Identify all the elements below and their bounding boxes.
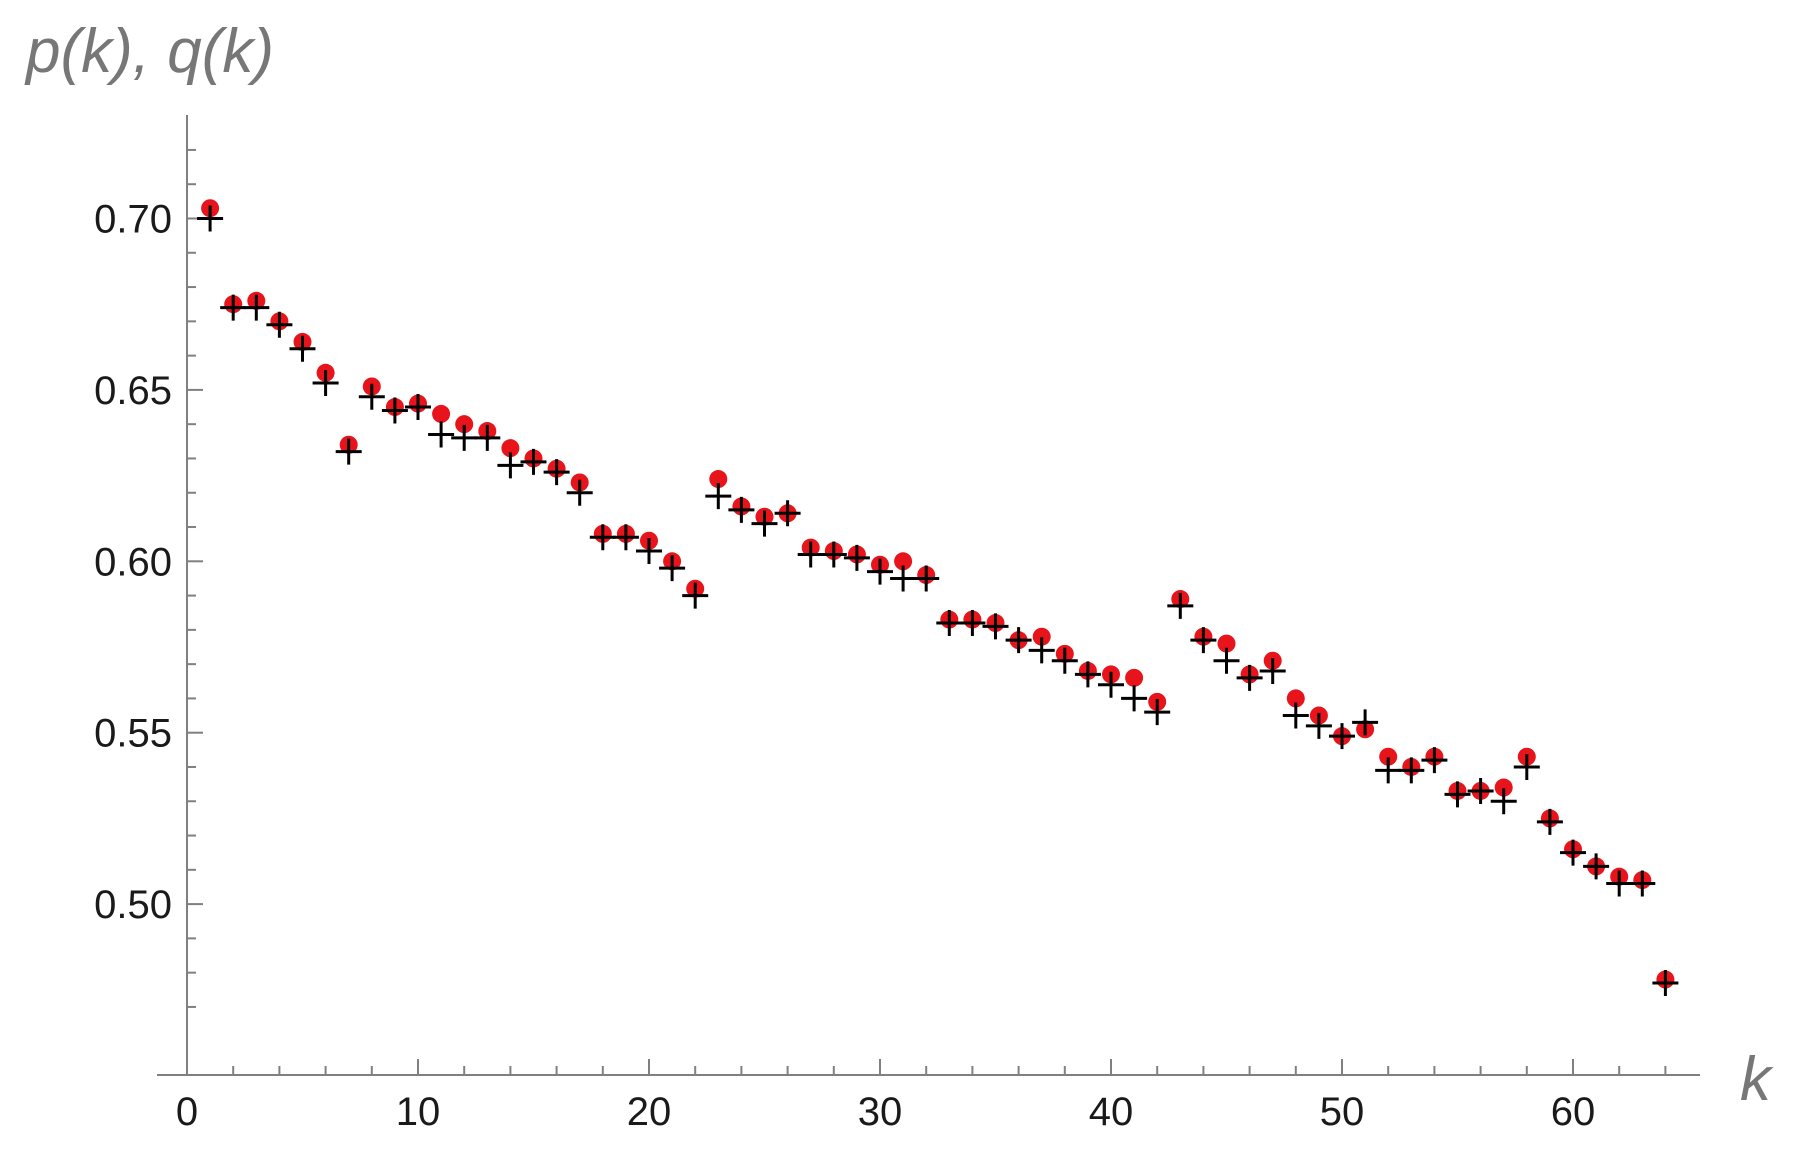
data-point-plus [243,294,270,321]
data-point-plus [566,479,593,506]
data-point-plus [1444,781,1471,808]
data-point-plus [197,205,224,232]
y-axis-title: p(k), q(k) [24,17,274,86]
data-point-plus [1167,592,1194,619]
data-point-plus [959,610,986,637]
data-point-plus [1051,647,1078,674]
data-point-plus [1282,702,1309,729]
y-tick-label: 0.55 [94,712,172,756]
data-point-plus [474,424,501,451]
data-point-circle [1286,689,1305,708]
x-tick-label: 50 [1320,1090,1365,1134]
data-point-plus [1490,788,1517,815]
data-point-plus [890,565,917,592]
data-point-plus [867,558,893,585]
data-point-plus [1305,712,1332,739]
data-point-plus [1236,664,1263,691]
data-point-circle [501,439,520,458]
axes [157,115,1700,1076]
data-point-plus [289,335,316,362]
data-point-circle [1379,747,1398,766]
data-point-plus [1629,870,1656,897]
data-point-plus [497,452,524,479]
x-ticks: 0 10 20 30 40 50 60 [176,1059,1667,1134]
data-point-circle [1125,668,1144,687]
series-plus [197,205,1679,996]
y-tick-label: 0.60 [94,540,172,584]
data-point-plus [1190,627,1217,654]
data-point-plus [636,538,662,565]
data-point-plus [1329,723,1355,750]
data-point-circle [709,470,728,489]
data-point-plus [1398,757,1425,784]
data-point-plus [774,500,801,527]
data-point-plus [913,565,940,592]
data-point-plus [520,448,547,475]
data-point-plus [936,610,963,637]
y-ticks: 0.50 0.55 0.60 0.65 0.70 [94,148,203,1008]
data-point-plus [820,541,847,568]
x-tick-label: 40 [1089,1090,1134,1134]
x-tick-label: 30 [858,1090,903,1134]
data-point-plus [705,483,732,510]
data-point-plus [451,424,478,451]
data-point-plus [358,383,385,410]
x-tick-label: 10 [396,1090,441,1134]
data-point-plus [1121,685,1148,712]
data-point-plus [1375,757,1402,784]
x-tick-label: 20 [627,1090,672,1134]
data-point-plus [728,496,755,523]
data-point-plus [1144,699,1171,726]
y-tick-label: 0.50 [94,883,172,927]
data-point-plus [1098,671,1124,698]
x-tick-label: 60 [1551,1090,1596,1134]
data-point-plus [312,370,339,397]
data-point-plus [220,294,247,321]
data-point-plus [1606,870,1633,897]
data-point-plus [1536,808,1563,835]
data-point-plus [335,438,362,465]
data-point-plus [1467,777,1494,804]
data-point-plus [982,613,1009,640]
data-point-plus [843,544,870,571]
data-point-plus [1352,709,1379,736]
data-point-circle [455,415,474,434]
data-point-plus [659,555,686,582]
data-point-circle [432,404,451,423]
data-point-circle [894,552,913,571]
data-point-plus [428,421,455,448]
data-point-plus [543,459,570,486]
x-tick-label: 0 [176,1090,198,1134]
data-point-plus [1583,853,1610,880]
x-axis-title: k [1740,1045,1774,1114]
data-point-circle [1217,634,1236,653]
data-point-plus [1560,839,1586,866]
y-tick-label: 0.65 [94,369,172,413]
data-point-plus [612,524,639,551]
data-point-plus [682,582,709,609]
series-circles [201,199,1675,989]
data-point-plus [1005,627,1032,654]
data-point-circle [1494,778,1513,797]
data-point-plus [1421,747,1448,774]
data-point-circle [1032,627,1051,646]
data-point-plus [1652,969,1679,996]
data-point-plus [1028,637,1055,664]
y-tick-label: 0.70 [94,198,172,242]
data-point-plus [405,394,431,421]
data-point-plus [797,541,824,568]
data-point-plus [381,397,408,424]
data-point-plus [589,524,616,551]
data-point-plus [1074,661,1101,688]
data-point-plus [1513,753,1540,780]
data-point-plus [1259,657,1286,684]
data-point-plus [1213,647,1240,674]
data-point-plus [751,510,778,537]
data-point-plus [266,311,293,338]
